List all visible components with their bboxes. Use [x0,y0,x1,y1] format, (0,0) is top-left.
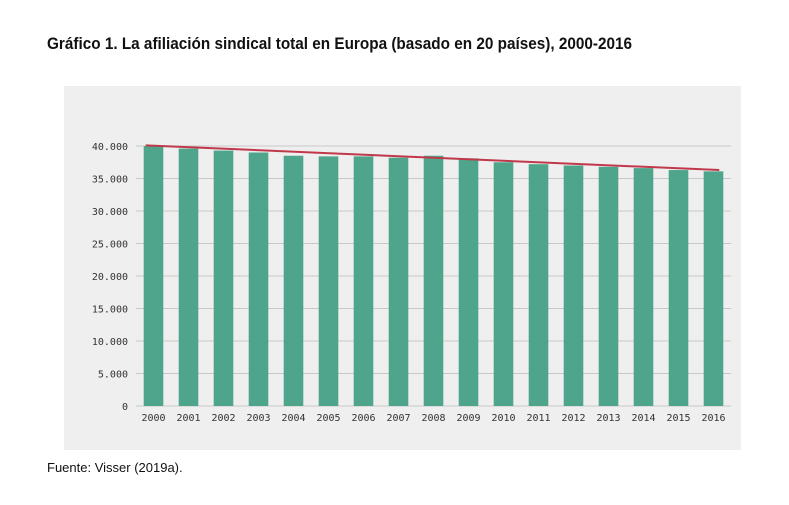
x-tick-label: 2008 [421,413,445,424]
x-tick-label: 2012 [561,413,585,424]
y-tick-label: 5.000 [98,370,128,381]
chart-title: Gráfico 1. La afiliación sindical total … [47,34,633,53]
bar [213,150,234,406]
y-tick-label: 10.000 [92,337,128,348]
x-tick-label: 2006 [351,413,375,424]
x-axis-tick-labels: 2000 2001 2002 2003 2004 2005 2006 2007 2008 2009… [141,413,725,424]
x-tick-label: 2016 [701,413,725,424]
x-tick-label: 2009 [456,413,480,424]
x-tick-label: 2013 [596,413,620,424]
y-tick-label: 0 [122,402,128,413]
bar [353,156,374,406]
x-tick-label: 2007 [386,413,410,424]
x-tick-label: 2011 [526,413,550,424]
y-tick-label: 20.000 [92,272,128,283]
trendline-group [145,144,720,172]
x-tick-label: 2010 [491,413,515,424]
x-tick-label: 2004 [281,413,305,424]
x-tick-label: 2005 [316,413,340,424]
bar [178,148,199,406]
bar [668,170,689,406]
bar [703,171,724,406]
bar [563,165,584,406]
x-tick-label: 2002 [211,413,235,424]
y-tick-label: 15.000 [92,305,128,316]
y-axis-tick-labels: 0 5.000 10.000 15.000 20.000 25.000 30.000 35.0… [92,142,128,413]
bar [248,152,269,406]
y-tick-label: 25.000 [92,240,128,251]
y-tick-label: 40.000 [92,142,128,153]
bar [283,155,304,406]
source-note: Fuente: Visser (2019a). [47,460,183,475]
bar [388,157,409,406]
y-tick-label: 35.000 [92,175,128,186]
bar [318,156,339,406]
bar [143,146,164,406]
bar [423,155,444,406]
bar [458,158,479,406]
bar [493,162,514,406]
x-tick-label: 2003 [246,413,270,424]
y-tick-label: 30.000 [92,207,128,218]
bars [143,146,724,406]
bar [598,166,619,406]
x-tick-label: 2015 [666,413,690,424]
trendline [145,144,720,172]
x-tick-label: 2014 [631,413,655,424]
bar [633,168,654,406]
x-tick-label: 2000 [141,413,165,424]
x-tick-label: 2001 [176,413,200,424]
bar [528,164,549,406]
